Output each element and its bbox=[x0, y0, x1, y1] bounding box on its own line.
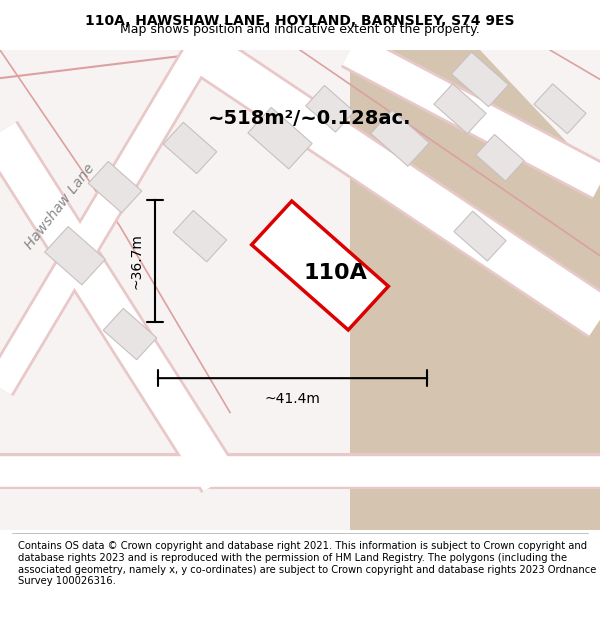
Polygon shape bbox=[163, 122, 217, 174]
Polygon shape bbox=[251, 201, 388, 330]
Polygon shape bbox=[45, 227, 105, 285]
Polygon shape bbox=[173, 211, 227, 262]
Polygon shape bbox=[434, 84, 486, 134]
Polygon shape bbox=[451, 52, 509, 107]
Text: ~518m²/~0.128ac.: ~518m²/~0.128ac. bbox=[208, 109, 412, 128]
Polygon shape bbox=[371, 110, 429, 166]
Polygon shape bbox=[248, 107, 312, 169]
Polygon shape bbox=[454, 211, 506, 261]
Text: Hawshaw Lane: Hawshaw Lane bbox=[22, 161, 98, 252]
Text: ~41.4m: ~41.4m bbox=[265, 392, 320, 406]
Text: 110A: 110A bbox=[303, 263, 367, 283]
Text: Contains OS data © Crown copyright and database right 2021. This information is : Contains OS data © Crown copyright and d… bbox=[18, 541, 596, 586]
Text: 110A, HAWSHAW LANE, HOYLAND, BARNSLEY, S74 9ES: 110A, HAWSHAW LANE, HOYLAND, BARNSLEY, S… bbox=[85, 14, 515, 28]
Polygon shape bbox=[534, 84, 586, 134]
Polygon shape bbox=[88, 161, 142, 212]
Polygon shape bbox=[306, 86, 354, 132]
Polygon shape bbox=[103, 308, 157, 360]
Polygon shape bbox=[476, 134, 524, 181]
Text: Map shows position and indicative extent of the property.: Map shows position and indicative extent… bbox=[120, 23, 480, 36]
Polygon shape bbox=[350, 50, 600, 530]
Text: ~36.7m: ~36.7m bbox=[129, 232, 143, 289]
